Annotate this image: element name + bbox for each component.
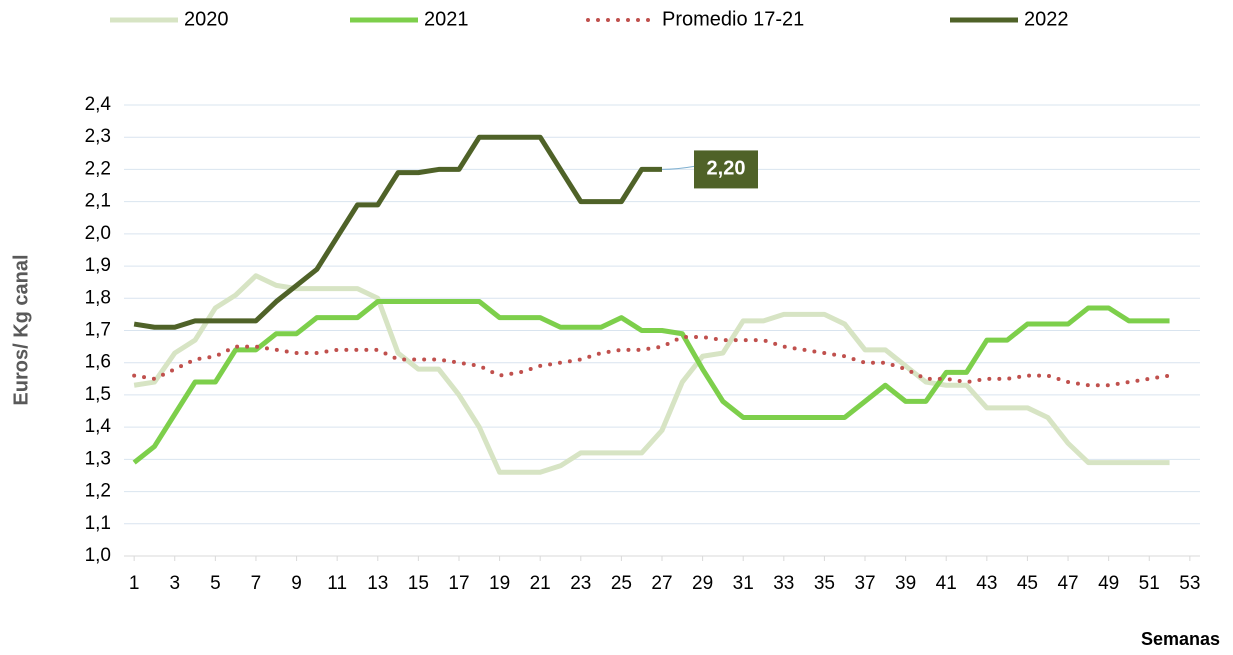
x-tick-label: 35 <box>814 573 835 594</box>
y-tick-label: 1,7 <box>85 320 111 341</box>
label-leader <box>661 165 695 170</box>
x-tick-label: 25 <box>611 573 632 594</box>
y-tick-label: 2,2 <box>85 158 111 179</box>
x-tick-label: 47 <box>1057 573 1078 594</box>
y-tick-label: 2,3 <box>85 126 111 147</box>
series-line <box>132 299 1170 465</box>
x-tick-label: 39 <box>895 573 916 594</box>
y-tick-label: 1,9 <box>85 255 111 276</box>
series-line <box>133 134 662 330</box>
legend-label: Promedio 17-21 <box>662 8 804 30</box>
x-tick-label: 3 <box>169 573 180 594</box>
y-tick-label: 2,1 <box>85 191 111 212</box>
x-tick-label: 29 <box>692 573 713 594</box>
series-line <box>133 273 1170 475</box>
legend-label: 2022 <box>1024 8 1069 30</box>
y-tick-label: 2,0 <box>85 223 111 244</box>
y-tick-label: 2,4 <box>85 94 112 115</box>
y-tick-label: 1,0 <box>85 545 111 566</box>
legend-label: 2020 <box>184 8 229 30</box>
x-axis-label: Semanas <box>1141 629 1220 649</box>
data-label-box <box>694 150 758 189</box>
x-tick-label: 5 <box>210 573 221 594</box>
x-tick-label: 51 <box>1139 573 1160 594</box>
y-tick-label: 1,6 <box>85 352 111 373</box>
x-tick-label: 27 <box>651 573 672 594</box>
x-tick-label: 41 <box>936 573 957 594</box>
series-line <box>132 334 1172 388</box>
y-tick-label: 1,1 <box>85 513 111 534</box>
x-tick-label: 53 <box>1179 573 1200 594</box>
x-tick-label: 17 <box>448 573 469 594</box>
legend-label: 2021 <box>424 8 469 30</box>
y-tick-label: 1,2 <box>85 481 111 502</box>
x-tick-label: 23 <box>570 573 591 594</box>
y-tick-label: 1,8 <box>85 287 111 308</box>
x-tick-label: 11 <box>327 573 347 594</box>
data-label: 2,20 <box>707 158 746 180</box>
x-tick-label: 45 <box>1017 573 1038 594</box>
x-tick-label: 9 <box>291 573 302 594</box>
x-tick-label: 43 <box>976 573 997 594</box>
x-tick-label: 31 <box>733 573 754 594</box>
y-tick-label: 1,5 <box>85 384 111 405</box>
x-tick-label: 19 <box>489 573 510 594</box>
x-tick-label: 49 <box>1098 573 1119 594</box>
y-tick-label: 1,3 <box>85 448 111 469</box>
x-tick-label: 15 <box>408 573 429 594</box>
x-tick-label: 7 <box>251 573 262 594</box>
y-axis-label: Euros/ Kg canal <box>10 254 32 405</box>
y-tick-label: 1,4 <box>85 416 112 437</box>
x-tick-label: 21 <box>530 573 551 594</box>
x-tick-label: 37 <box>854 573 875 594</box>
x-tick-label: 33 <box>773 573 794 594</box>
x-tick-label: 1 <box>129 573 140 594</box>
x-tick-label: 13 <box>367 573 388 594</box>
